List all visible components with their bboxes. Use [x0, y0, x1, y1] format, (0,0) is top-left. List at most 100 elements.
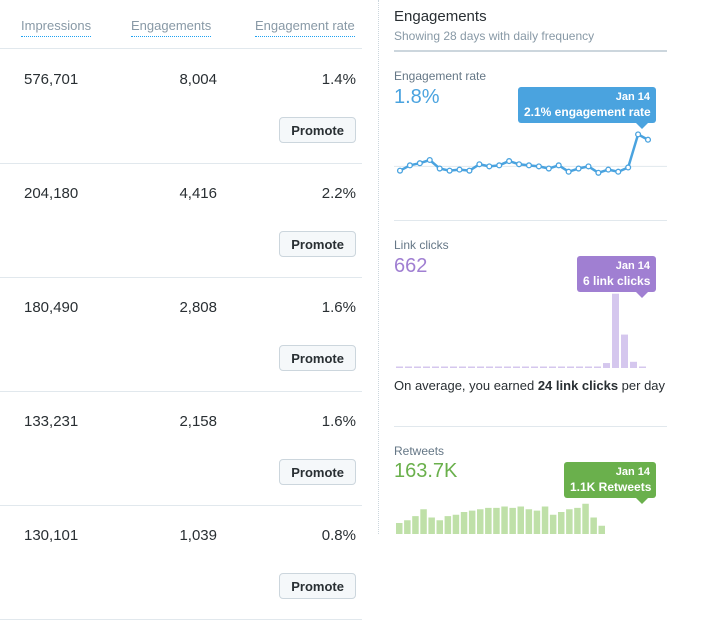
- promote-button[interactable]: Promote: [279, 345, 356, 371]
- retweets-bar: [574, 507, 581, 534]
- engagement-rate-point: [644, 136, 652, 143]
- link-clicks-bar: [576, 366, 583, 368]
- engagement-rate-point: [545, 165, 552, 172]
- engagement-rate-point: [466, 167, 473, 174]
- header-impressions[interactable]: Impressions: [21, 18, 92, 37]
- impressions-value: 576,701: [24, 71, 79, 88]
- retweets-bar: [501, 506, 508, 534]
- engagement-rate-point: [555, 162, 562, 169]
- promote-button[interactable]: Promote: [279, 573, 356, 599]
- link-clicks-bar: [513, 366, 520, 368]
- link-clicks-bar: [423, 366, 430, 368]
- impressions-value: 133,231: [24, 413, 79, 430]
- link-clicks-bar: [396, 366, 403, 368]
- retweets-bar: [436, 520, 443, 534]
- engagement-rate-tooltip-date: Jan 14: [615, 91, 650, 103]
- engagement-rate-point: [535, 163, 542, 170]
- engagement-rate-value: 1.6%: [321, 413, 356, 430]
- table-row: 576,701 8,004 1.4% Promote: [0, 49, 362, 164]
- retweets-bar: [404, 520, 411, 534]
- link-clicks-bar: [594, 366, 601, 368]
- link-clicks-label: Link clicks: [394, 238, 449, 252]
- engagement-rate-chart: [394, 131, 667, 176]
- engagement-rate-point: [585, 163, 592, 170]
- link-clicks-bar: [441, 366, 448, 368]
- retweets-chart: [396, 503, 605, 534]
- engagement-rate-point: [565, 168, 572, 175]
- link-clicks-bar: [495, 366, 502, 368]
- retweets-bar: [566, 509, 573, 534]
- table-row: 180,490 2,808 1.6% Promote: [0, 277, 362, 392]
- retweets-bar: [590, 517, 597, 534]
- retweets-bar: [396, 523, 403, 534]
- engagement-rate-value: 1.4%: [321, 71, 356, 88]
- engagements-value: 2,158: [179, 413, 217, 430]
- table-row: 130,101 1,039 0.8% Promote: [0, 505, 362, 620]
- retweets-tooltip-date: Jan 14: [615, 466, 650, 478]
- link-clicks-bar: [477, 366, 484, 368]
- engagement-rate-value: 0.8%: [321, 527, 356, 544]
- link-clicks-bar: [486, 366, 493, 368]
- link-clicks-bar: [459, 366, 466, 368]
- engagement-rate-point: [615, 168, 622, 175]
- engagement-rate-point: [595, 169, 602, 176]
- retweets-bar: [485, 507, 492, 534]
- retweets-tooltip-text: 1.1K Retweets: [570, 480, 652, 494]
- engagement-rate-value: 1.8%: [394, 86, 440, 108]
- retweets-bar: [477, 509, 484, 534]
- header-engagement-rate[interactable]: Engagement rate: [255, 18, 355, 37]
- retweets-bar: [549, 514, 557, 534]
- panel-header-divider: [394, 50, 667, 52]
- link-clicks-value: 662: [394, 255, 428, 277]
- retweets-bar: [412, 516, 419, 534]
- engagement-rate-point: [575, 165, 582, 172]
- engagement-rate-point: [416, 160, 423, 167]
- engagement-rate-value: 1.6%: [321, 299, 356, 316]
- note-bold: 24 link clicks: [537, 378, 619, 393]
- promote-button[interactable]: Promote: [279, 459, 356, 485]
- engagement-rate-point: [436, 165, 443, 172]
- retweets-bar: [428, 517, 435, 534]
- tweet-stats-table: Impressions Engagements Engagement rate …: [0, 0, 362, 620]
- retweets-tooltip: Jan 14 1.1K Retweets: [564, 462, 656, 504]
- promote-button[interactable]: Promote: [279, 231, 356, 257]
- link-clicks-tooltip: Jan 14 6 link clicks: [577, 256, 656, 298]
- header-engagements[interactable]: Engagements: [131, 18, 212, 37]
- engagement-rate-point: [515, 161, 523, 168]
- retweets-value: 163.7K: [394, 460, 458, 482]
- retweets-bar: [452, 514, 460, 534]
- retweets-bar: [460, 512, 468, 534]
- engagements-value: 8,004: [179, 71, 217, 88]
- link-clicks-bar: [540, 366, 547, 368]
- retweets-bar: [525, 509, 533, 534]
- link-clicks-average-note: On average, you earned 24 link clicks pe…: [394, 376, 667, 395]
- engagement-rate-tooltip-text: 2.1% engagement rate: [524, 105, 651, 119]
- link-clicks-bar: [612, 293, 619, 368]
- note-prefix: On average, you earned: [394, 378, 538, 393]
- table-row: 204,180 4,416 2.2% Promote: [0, 163, 362, 278]
- panel-subtitle: Showing 28 days with daily frequency: [394, 29, 595, 43]
- retweets-bar: [533, 510, 541, 534]
- link-clicks-bar: [603, 363, 610, 368]
- link-clicks-bar: [639, 366, 646, 368]
- engagements-value: 2,808: [179, 299, 217, 316]
- note-suffix: per day: [618, 378, 666, 393]
- retweets-bar: [598, 525, 605, 534]
- retweets-bar: [509, 507, 516, 534]
- link-clicks-bar: [621, 334, 628, 368]
- table-header: Impressions Engagements Engagement rate: [0, 0, 362, 49]
- link-clicks-bar: [585, 366, 592, 368]
- engagement-rate-point: [605, 166, 612, 173]
- promote-button[interactable]: Promote: [279, 117, 356, 143]
- link-clicks-bar: [558, 366, 565, 368]
- engagement-rate-point: [506, 158, 513, 165]
- metric-divider-1: [394, 220, 667, 221]
- retweets-bar: [517, 506, 524, 534]
- link-clicks-bar: [414, 366, 421, 368]
- impressions-value: 130,101: [24, 527, 79, 544]
- retweets-bar: [582, 503, 589, 534]
- metric-divider-2: [394, 426, 667, 427]
- retweets-label: Retweets: [394, 444, 445, 458]
- link-clicks-chart: [396, 293, 646, 368]
- retweets-bar: [420, 509, 427, 534]
